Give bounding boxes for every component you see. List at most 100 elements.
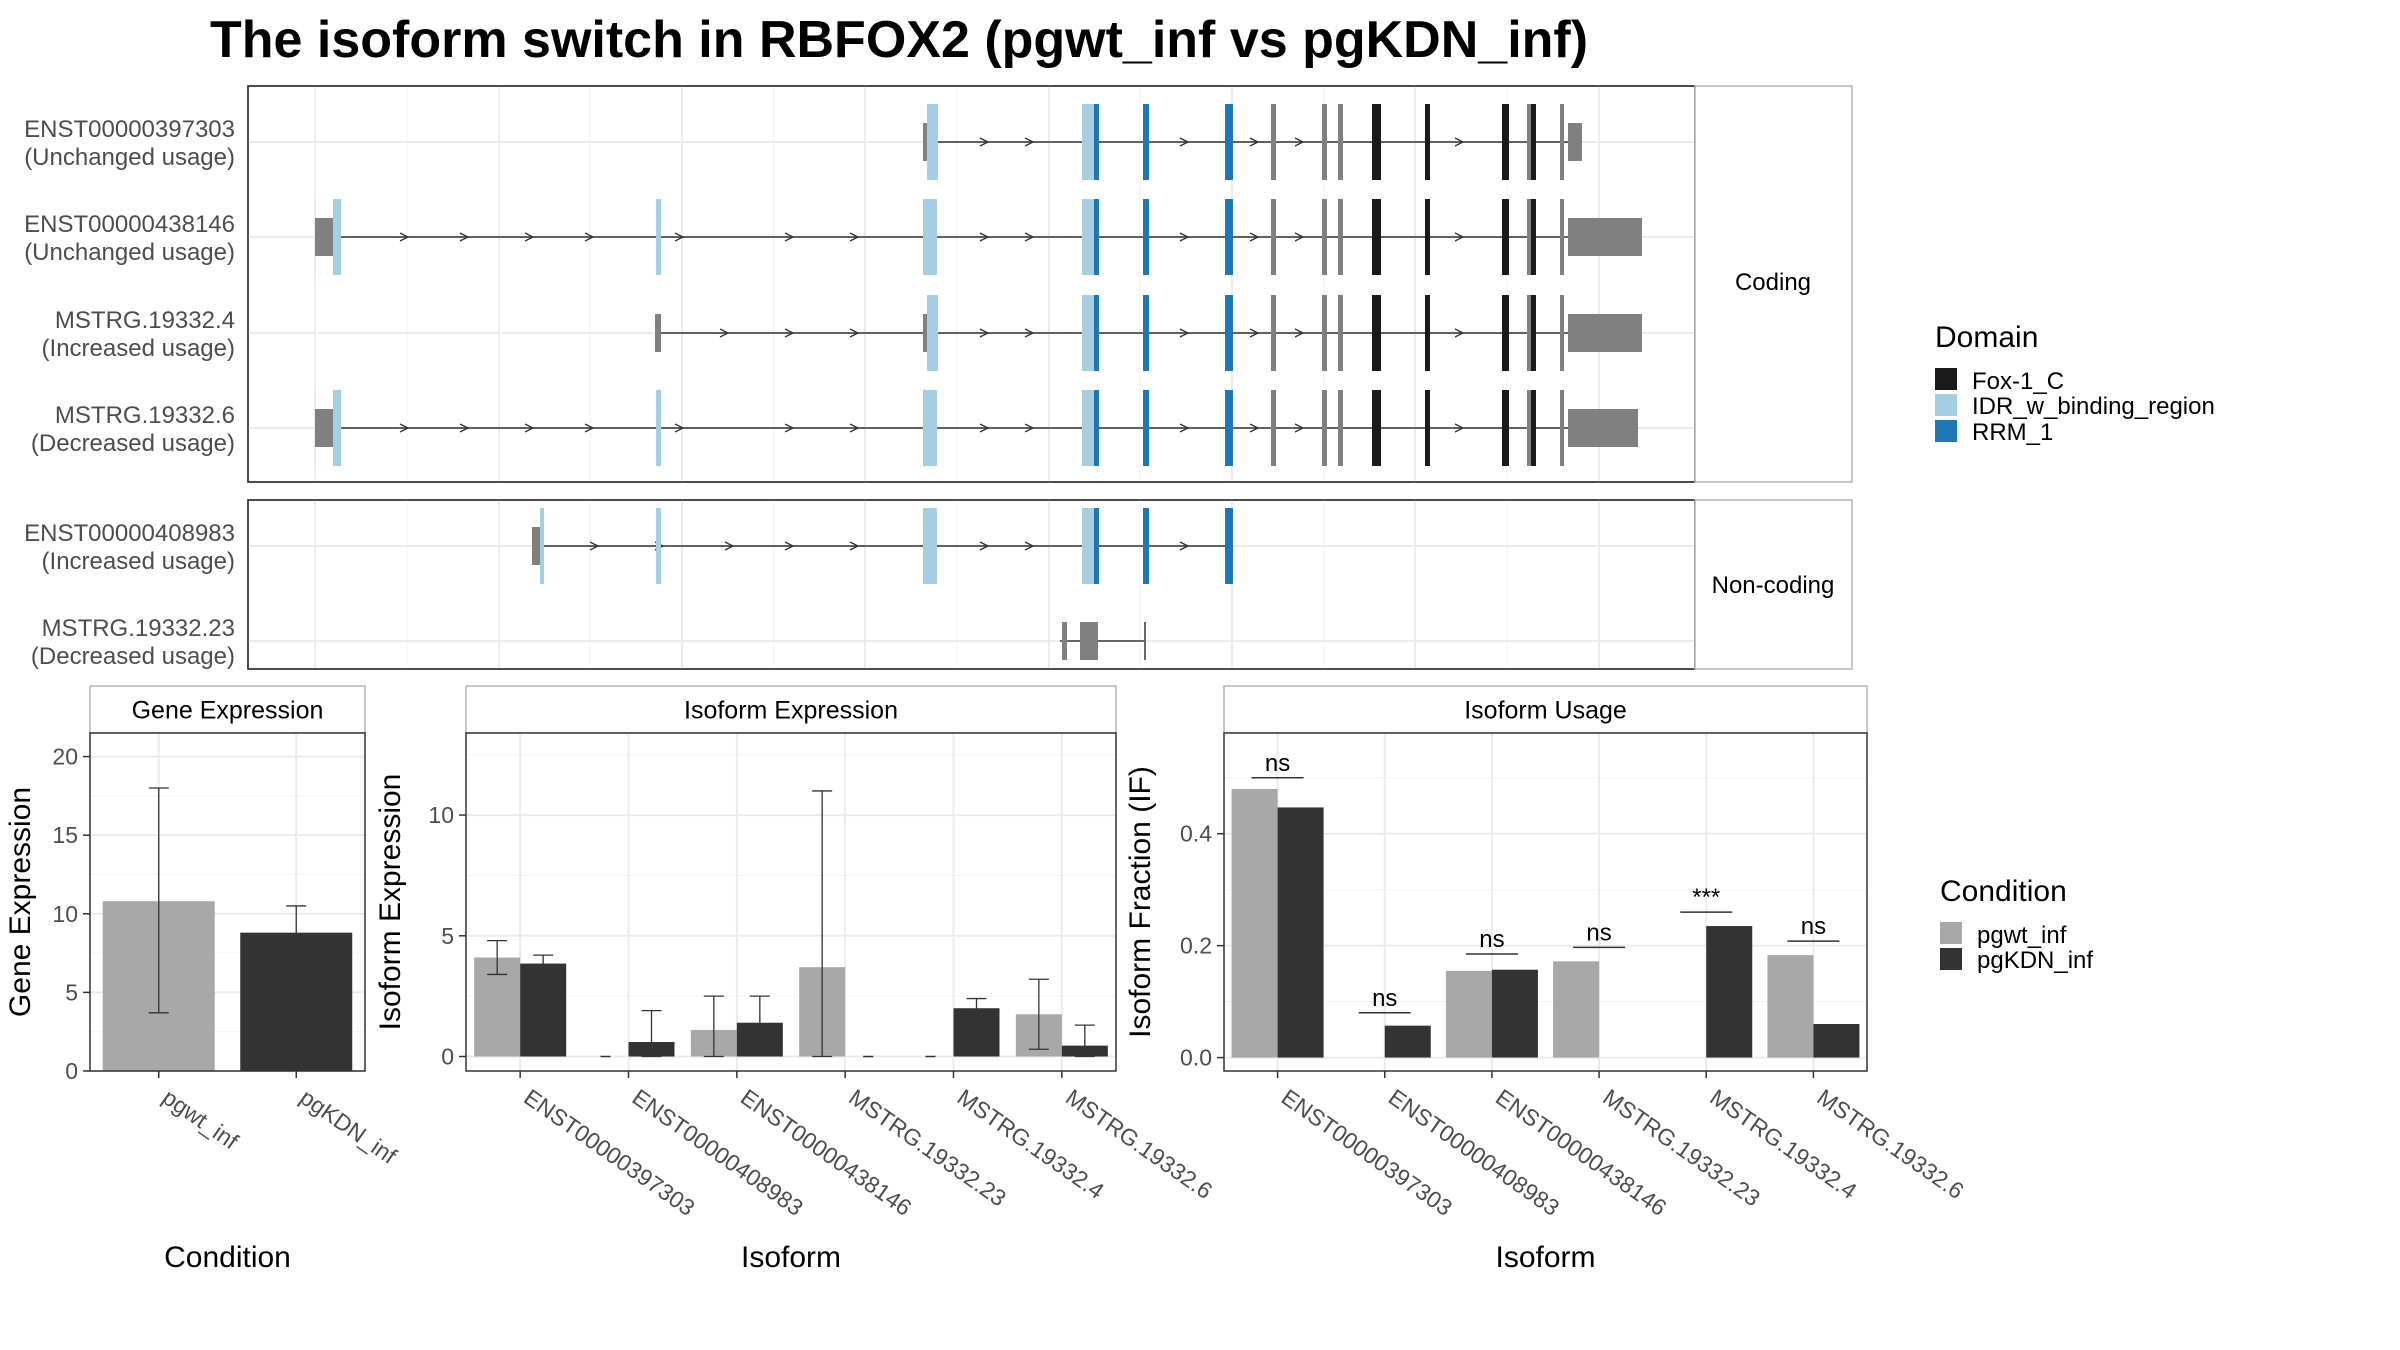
bar [1445,970,1492,1058]
x-tick-label: ENST00000438146 [1491,1084,1671,1221]
domain-exon [1372,199,1381,275]
domain-exon [1094,295,1099,371]
coding-strip [1694,85,1853,483]
panel-strip-label: Isoform Expression [684,697,898,725]
y-tick-label: 10 [428,802,454,828]
strand-arrow [719,328,730,338]
domain-exon [540,508,544,584]
x-axis-title: Condition [164,1241,291,1274]
y-tick-label: 0 [441,1044,454,1070]
transcript-usage: (Unchanged usage) [24,144,235,171]
legend-label-rrm-1: RRM_1 [1972,419,2053,446]
transcript-usage: (Unchanged usage) [24,239,235,266]
y-tick-label: 5 [65,979,78,1005]
utr-exon [1560,104,1564,180]
strand-arrow [524,423,535,433]
figure-title: The isoform switch in RBFOX2 (pgwt_inf v… [210,11,1588,69]
strand-arrow [1454,137,1465,147]
utr-exon [1560,295,1564,371]
strand-arrow [784,541,795,551]
domain-legend-title: Domain [1935,321,2038,354]
x-tick-label: ENST00000408983 [1384,1084,1564,1221]
utr-exon [1338,104,1343,180]
panel-background [1224,733,1867,1071]
strand-arrow [979,232,990,242]
domain-exon [1225,390,1233,466]
bar [1813,1023,1860,1058]
x-axis-title: Isoform [741,1241,841,1274]
strand-arrow [1249,232,1260,242]
utr-exon [1322,390,1327,466]
strand-arrow [459,232,470,242]
strand-arrow [849,232,860,242]
strand-arrow [1249,137,1260,147]
panel-border [89,732,366,1072]
y-tick-label: 10 [52,901,78,927]
panel-strip [465,685,1117,734]
strand-arrow [1024,423,1035,433]
domain-exon [656,508,661,584]
y-tick-label: 0.2 [1180,933,1212,959]
utr-exon [1271,199,1276,275]
strand-arrow [399,423,410,433]
significance-label: ns [1801,913,1826,940]
strand-arrow [1454,423,1465,433]
panel-border [465,732,1117,1072]
significance-label: ns [1586,919,1611,946]
noncoding-panel: Non-coding [247,499,1853,670]
domain-exon [1372,295,1381,371]
significance-label: ns [1265,750,1290,777]
domain-exon [1082,199,1094,275]
utr-exon [1322,104,1327,180]
y-axis-title: Gene Expression [4,787,37,1017]
coding-strip-label: Coding [1735,269,1811,296]
strand-arrow [1454,232,1465,242]
utr-exon [1568,123,1582,161]
domain-exon [1425,295,1430,371]
gene-expression-panel: Gene Expression 0 5 10 15 20 pgwt_inf pgKDN_inf… [4,685,402,1274]
condition-legend: Condition pgwt_inf pgKDN_inf [1940,875,2093,974]
panel-strip [89,685,366,734]
bar [1231,788,1278,1058]
y-axis-title: Isoform Fraction (IF) [1124,766,1157,1038]
strand-arrow [979,541,990,551]
bar [1384,1025,1431,1058]
strand-arrow [849,423,860,433]
transcript-id: ENST00000408983 [24,520,235,547]
domain-exon [1531,295,1536,371]
x-tick-label: pgKDN_inf [295,1084,402,1169]
coding-tracks [315,104,1642,466]
bar [520,963,567,1057]
strand-arrow [1179,232,1190,242]
domain-exon [1225,199,1233,275]
transcript-labels: ENST00000397303 (Unchanged usage) ENST00… [24,116,235,670]
strand-arrow [979,137,990,147]
domain-legend: Domain Fox-1_C IDR_w_binding_region RRM_… [1935,321,2215,446]
domain-exon [656,199,661,275]
domain-exon [1531,199,1536,275]
bar [1277,807,1324,1058]
strand-arrow [1454,328,1465,338]
utr-exon [923,123,927,161]
utr-exon [1271,295,1276,371]
y-tick-label: 0.4 [1180,821,1212,847]
y-tick-label: 5 [441,923,454,949]
strand-arrow [1179,541,1190,551]
significance-label: ns [1479,926,1504,953]
noncoding-strip [1694,499,1853,670]
panel-border [1223,732,1868,1072]
domain-exon [1094,199,1099,275]
transcript-usage: (Decreased usage) [31,430,235,457]
domain-exon [923,390,937,466]
utr-exon [1527,199,1531,275]
legend-key-idr [1935,394,1957,416]
coding-panel-background [247,85,1696,483]
strand-arrow [1249,328,1260,338]
domain-exon [927,295,938,371]
bar [1706,926,1753,1058]
domain-exon [1425,104,1430,180]
transcript-id: MSTRG.19332.4 [55,307,235,334]
domain-exon [1225,508,1233,584]
strand-arrow [1249,423,1260,433]
domain-exon [1082,104,1094,180]
